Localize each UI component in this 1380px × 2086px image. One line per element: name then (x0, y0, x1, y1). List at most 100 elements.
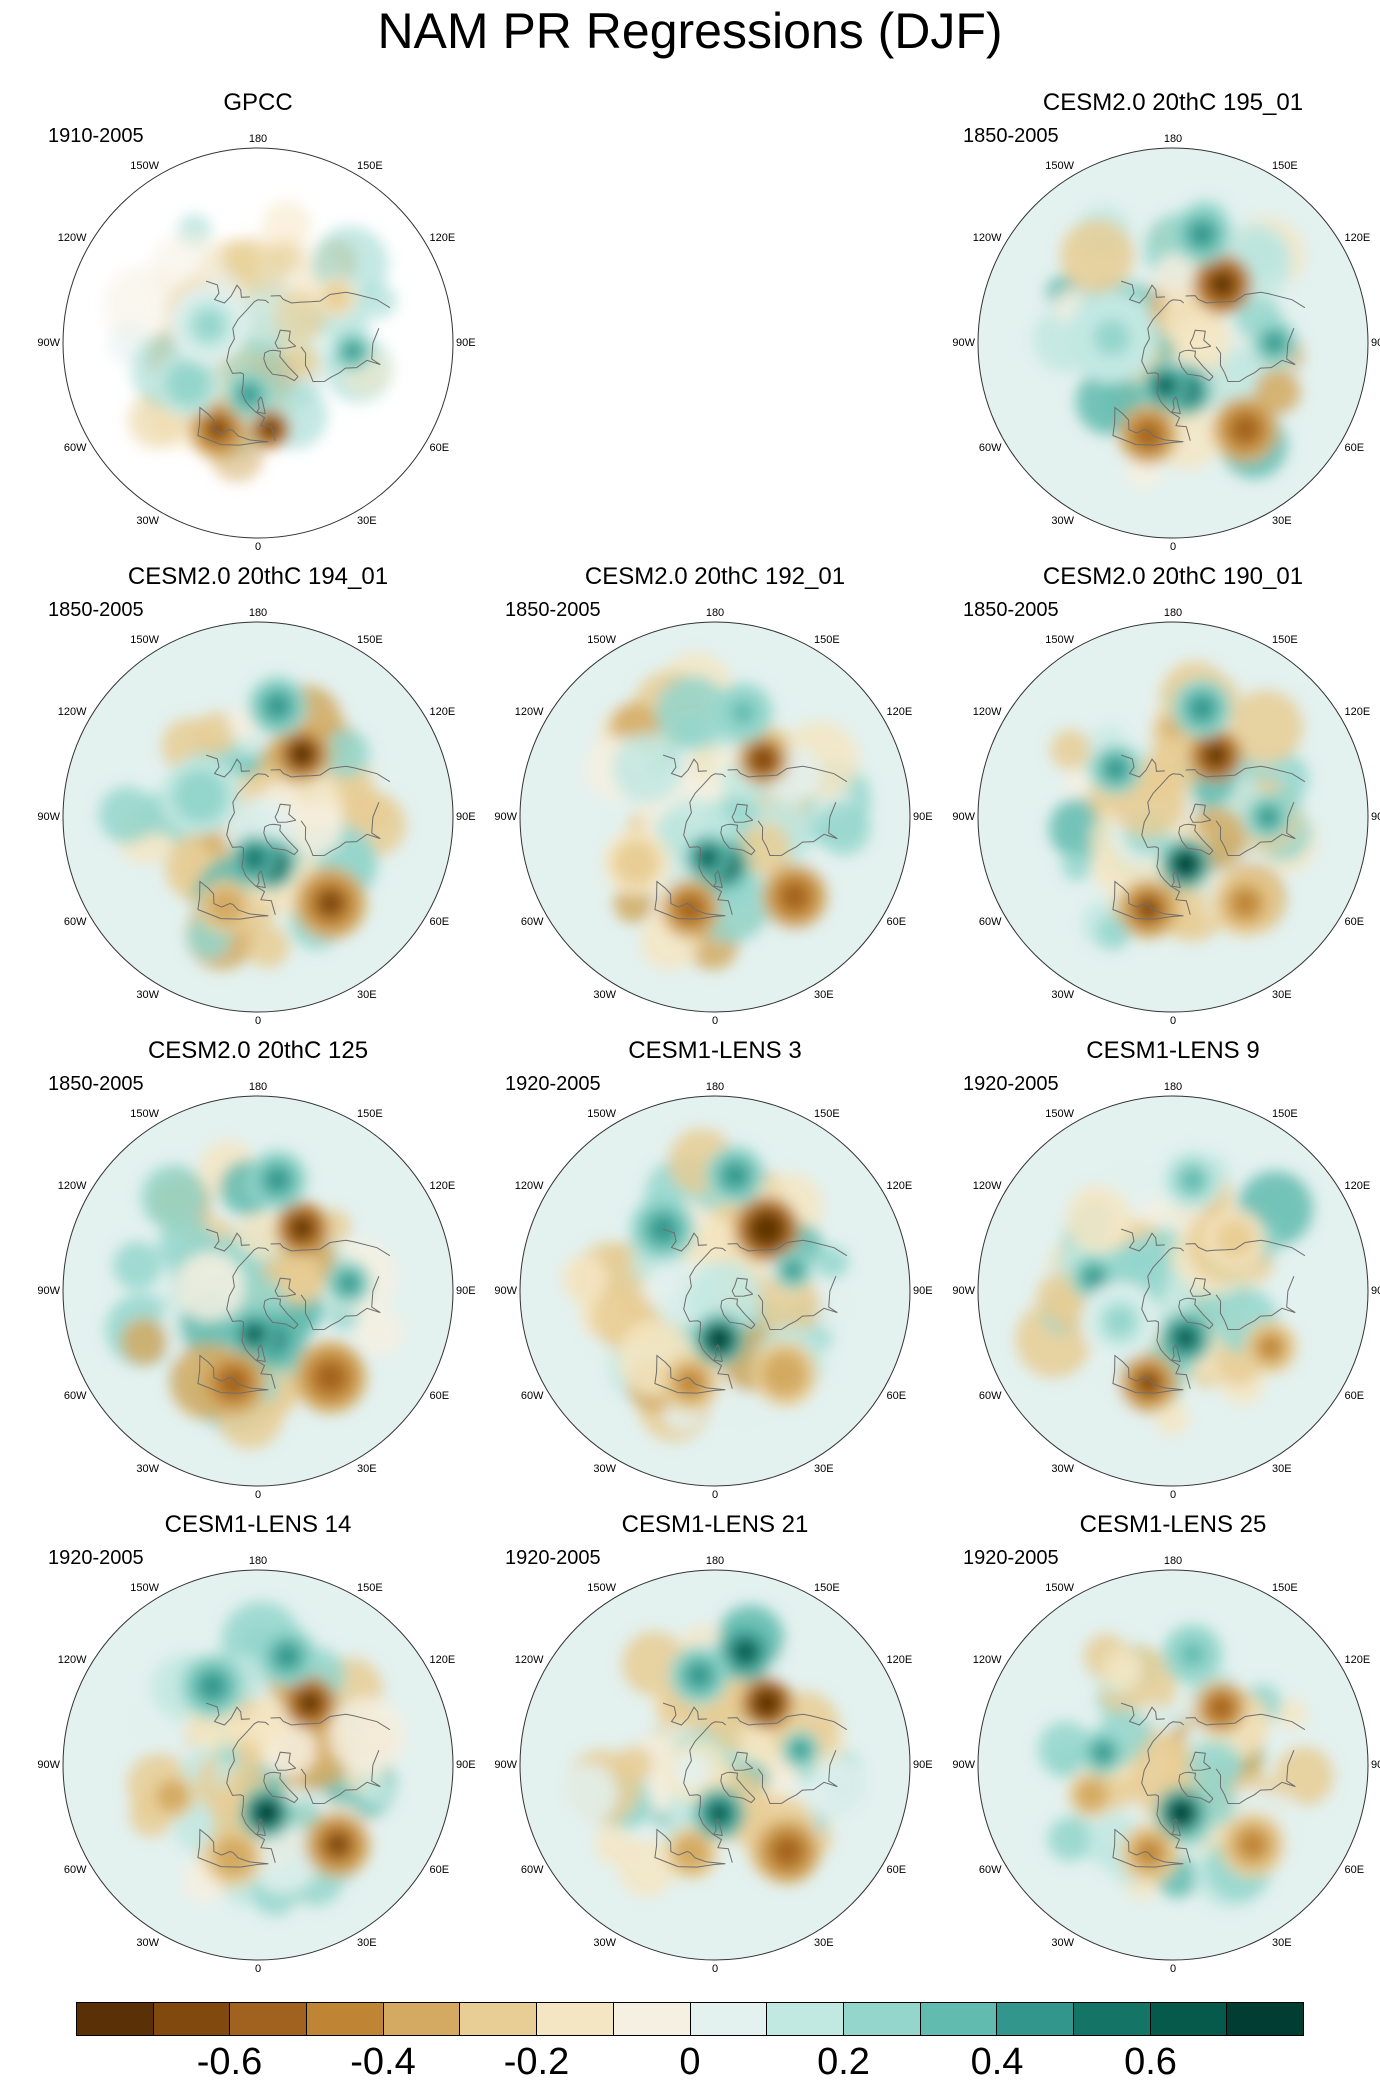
longitude-label: 150W (1045, 159, 1074, 172)
longitude-label: 30W (593, 988, 616, 1001)
longitude-label: 0 (1169, 1489, 1177, 1501)
panel-period: 1920-2005 (963, 1073, 1059, 1095)
coastline (274, 329, 297, 349)
longitude-label: 60W (520, 1864, 544, 1876)
anomaly-contour (1259, 807, 1278, 827)
coastline (270, 1713, 391, 1731)
coastline (1185, 1239, 1306, 1257)
longitude-label: 150E (814, 1581, 840, 1594)
coastline (1178, 1771, 1214, 1804)
map-panel: CESM2.0 20thC 125 1850-2005 180 150E 120E 90E… (37, 1036, 478, 1501)
precip-field (1032, 200, 1305, 490)
longitude-label: 30W (136, 1462, 159, 1475)
field-blob (321, 729, 370, 778)
longitude-label: 180 (1163, 607, 1183, 619)
longitude-label: 150W (130, 633, 159, 646)
field-blob (195, 711, 238, 755)
longitude-label: 150W (1045, 1107, 1074, 1120)
field-blob (1096, 915, 1131, 950)
longitude-label: 30W (1051, 988, 1074, 1001)
precip-field (585, 652, 871, 971)
anomaly-contour (290, 742, 314, 766)
panel-period: 1850-2005 (48, 1073, 144, 1095)
coastline (274, 803, 297, 823)
precip-field (122, 1601, 406, 1916)
coastline (731, 1751, 754, 1771)
colorbar-cell (460, 2003, 538, 2035)
longitude-label: 150E (357, 1107, 383, 1120)
anomaly-contour (752, 749, 774, 771)
field-blob (1228, 690, 1303, 765)
coastline (270, 1239, 391, 1257)
anomaly-contour (1136, 1371, 1161, 1395)
panel-period: 1850-2005 (963, 125, 1059, 147)
anomaly-contour (792, 1742, 809, 1758)
coastline (274, 1751, 297, 1771)
anomaly-contour (1210, 272, 1235, 296)
coastline (1112, 406, 1184, 446)
longitude-label: 150E (1272, 1581, 1298, 1594)
field-blob (1061, 850, 1092, 881)
longitude-label: 120E (886, 706, 913, 718)
field-blob (807, 1758, 874, 1825)
field-blob (612, 732, 683, 804)
coastline (1185, 291, 1306, 309)
coastline (683, 1721, 733, 1863)
coastline (1215, 328, 1296, 383)
coastline (300, 328, 381, 383)
colorbar-cell (1073, 2003, 1151, 2035)
coastline (226, 773, 276, 915)
coastline (205, 280, 250, 304)
longitude-label: 30E (1272, 988, 1292, 1001)
longitude-label: 0 (711, 1489, 719, 1501)
field-blob (1175, 312, 1232, 369)
longitude-label: 150W (1045, 633, 1074, 646)
coastline (263, 1771, 299, 1804)
longitude-label: 150W (587, 1581, 616, 1594)
longitude-label: 90E (1371, 337, 1380, 349)
map-panel: CESM2.0 20thC 195_01 1850-2005 180 150E 120E… (952, 88, 1380, 553)
field-blob (1047, 1817, 1092, 1862)
longitude-label: 90E (456, 811, 476, 823)
map-boundary (977, 621, 1369, 1013)
colorbar-tick-label: 0 (679, 2041, 701, 2083)
precip-field (105, 1140, 404, 1449)
longitude-label: 120W (57, 232, 87, 244)
panel-period: 1910-2005 (48, 125, 144, 147)
map-panel: CESM1-LENS 3 1920-2005 180 150E 120E 90E 60E 30… (494, 1036, 935, 1501)
field-blob (292, 351, 321, 381)
coastline (712, 1344, 723, 1363)
longitude-label: 60E (1344, 1390, 1365, 1402)
anomaly-contour (1084, 1267, 1103, 1287)
longitude-label: 60W (63, 916, 87, 928)
coastline (1170, 1818, 1181, 1837)
coastline (683, 1247, 733, 1389)
map-boundary (62, 1569, 454, 1961)
longitude-label: 90W (952, 811, 975, 823)
coastline (662, 754, 707, 778)
anomaly-contour (1265, 333, 1284, 353)
coastline (727, 1239, 848, 1257)
anomaly-contour (256, 1802, 277, 1824)
anomaly-contour (316, 888, 345, 918)
anomaly-contour (1239, 1831, 1266, 1858)
anomaly-contour (1171, 1802, 1192, 1824)
anomaly-contour (1082, 1785, 1101, 1804)
longitude-label: 60W (978, 442, 1002, 454)
longitude-label: 60E (429, 916, 450, 928)
anomaly-contour (731, 700, 755, 725)
coastline (1141, 1247, 1191, 1389)
coastline (197, 406, 269, 446)
map-panel: CESM2.0 20thC 194_01 1850-2005 180 150E 120E… (37, 562, 478, 1027)
longitude-label: 120W (972, 1180, 1002, 1192)
longitude-label: 150E (814, 633, 840, 646)
coastline (300, 1750, 381, 1805)
anomaly-contour (206, 417, 230, 441)
longitude-label: 0 (254, 1963, 262, 1975)
longitude-label: 90W (37, 1285, 60, 1297)
longitude-label: 150W (130, 159, 159, 172)
longitude-label: 90W (494, 1285, 517, 1297)
longitude-label: 150W (130, 1581, 159, 1594)
anomaly-contour (215, 896, 236, 917)
longitude-label: 150W (1045, 1581, 1074, 1594)
